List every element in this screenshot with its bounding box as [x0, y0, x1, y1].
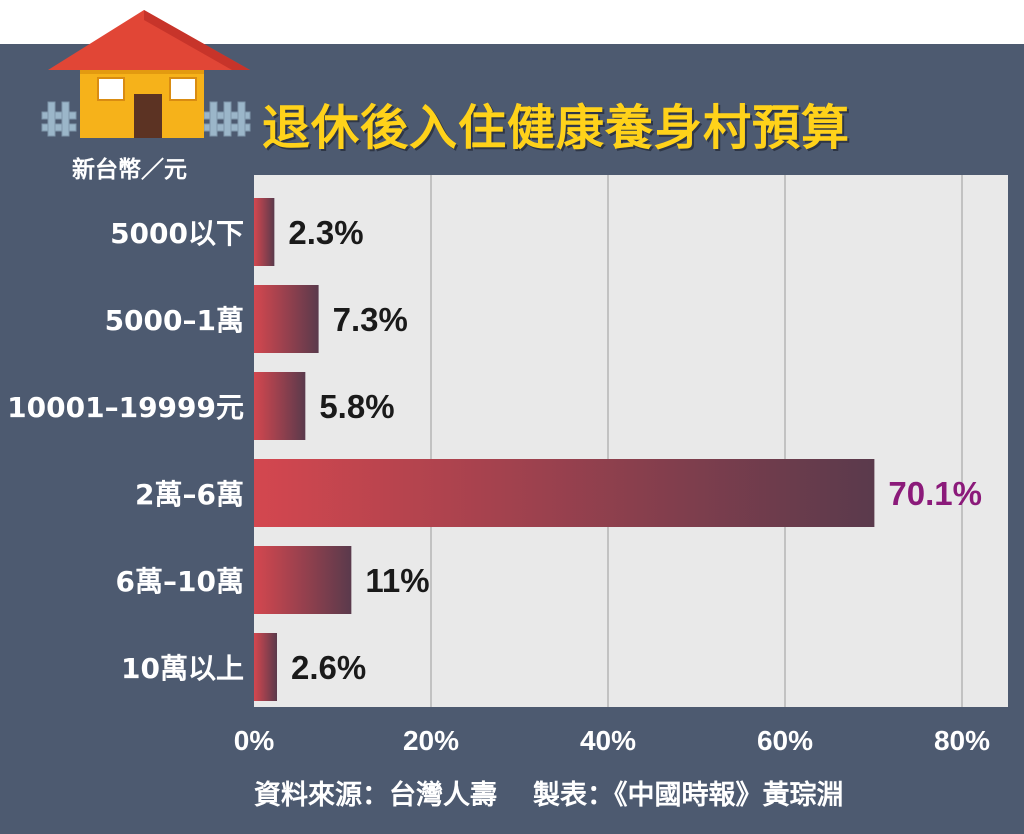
bar	[254, 459, 875, 527]
data-label: 2.3%	[288, 214, 363, 251]
bar	[254, 372, 306, 440]
category-label: 10001–19999元	[7, 391, 244, 424]
source-text: 資料來源：台灣人壽	[254, 780, 497, 811]
category-label: 5000–1萬	[105, 304, 244, 337]
category-label: 6萬–10萬	[116, 565, 244, 598]
category-label: 2萬–6萬	[135, 478, 244, 511]
x-tick-label: 60%	[757, 725, 813, 756]
unit-label: 新台幣／元	[72, 157, 187, 183]
chart-title: 退休後入住健康養身村預算	[262, 100, 851, 156]
data-label: 11%	[365, 562, 429, 599]
plot-area	[254, 175, 1008, 707]
x-tick-label: 20%	[403, 725, 459, 756]
category-label: 10萬以上	[121, 652, 244, 685]
x-tick-label: 0%	[234, 725, 275, 756]
x-tick-label: 80%	[934, 725, 990, 756]
x-tick-label: 40%	[580, 725, 636, 756]
bar	[254, 198, 275, 266]
house-icon	[41, 10, 251, 138]
data-label: 70.1%	[888, 475, 982, 512]
data-label: 2.6%	[291, 649, 366, 686]
bar	[254, 546, 352, 614]
data-label: 7.3%	[333, 301, 408, 338]
category-label: 5000以下	[110, 217, 244, 250]
maker-text: 製表：《中國時報》黃琮淵	[533, 780, 844, 811]
data-label: 5.8%	[319, 388, 394, 425]
bar	[254, 285, 319, 353]
source-footer: 資料來源：台灣人壽 製表：《中國時報》黃琮淵	[254, 773, 844, 812]
bar	[254, 633, 278, 701]
